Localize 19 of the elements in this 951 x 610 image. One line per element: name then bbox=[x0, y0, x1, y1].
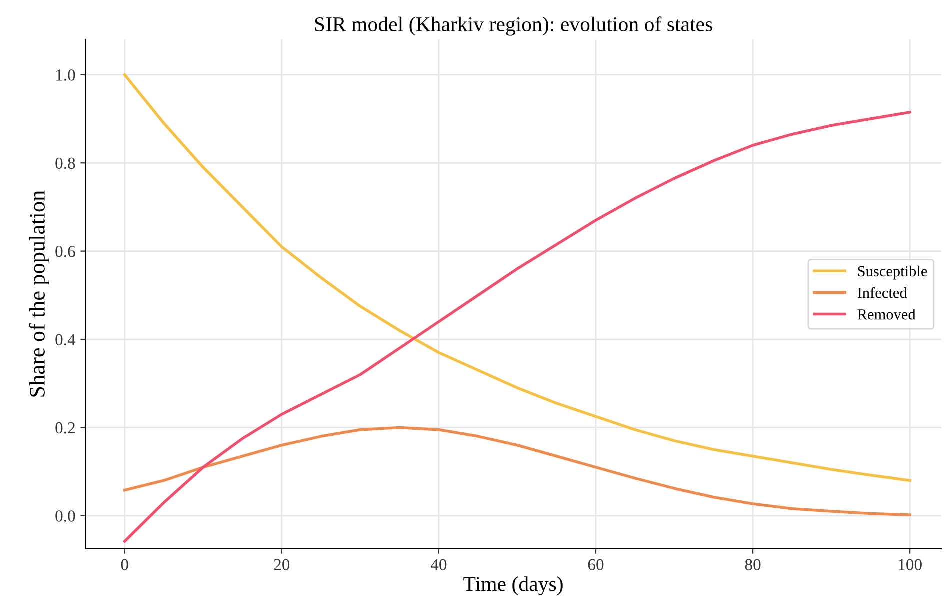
x-tick-label: 80 bbox=[745, 559, 761, 570]
y-tick-label: 0.6 bbox=[56, 246, 76, 258]
line-series bbox=[123, 426, 912, 516]
x-tick-label: 20 bbox=[274, 559, 290, 570]
legend-label: Susceptible bbox=[858, 266, 928, 280]
y-tick-label: 0.2 bbox=[56, 422, 75, 434]
y-tick-label: 0.4 bbox=[56, 334, 76, 346]
y-tick-label: 1.0 bbox=[56, 70, 76, 81]
x-tick-label: 0 bbox=[121, 559, 128, 570]
x-tick-label: 60 bbox=[588, 559, 604, 570]
x-tick-label: 40 bbox=[430, 559, 447, 570]
y-tick-label: 0.0 bbox=[56, 510, 76, 522]
legend-label: Removed bbox=[858, 309, 916, 320]
x-tick-label: 100 bbox=[899, 559, 922, 570]
legend-label: Infected bbox=[858, 287, 908, 298]
chart-title: SIR model (Kharkiv region): evolution of states bbox=[315, 16, 712, 36]
y-axis-title: Share of the population bbox=[29, 190, 50, 397]
y-tick-label: 0.8 bbox=[56, 158, 76, 170]
x-axis-title: Time (days) bbox=[464, 576, 563, 596]
